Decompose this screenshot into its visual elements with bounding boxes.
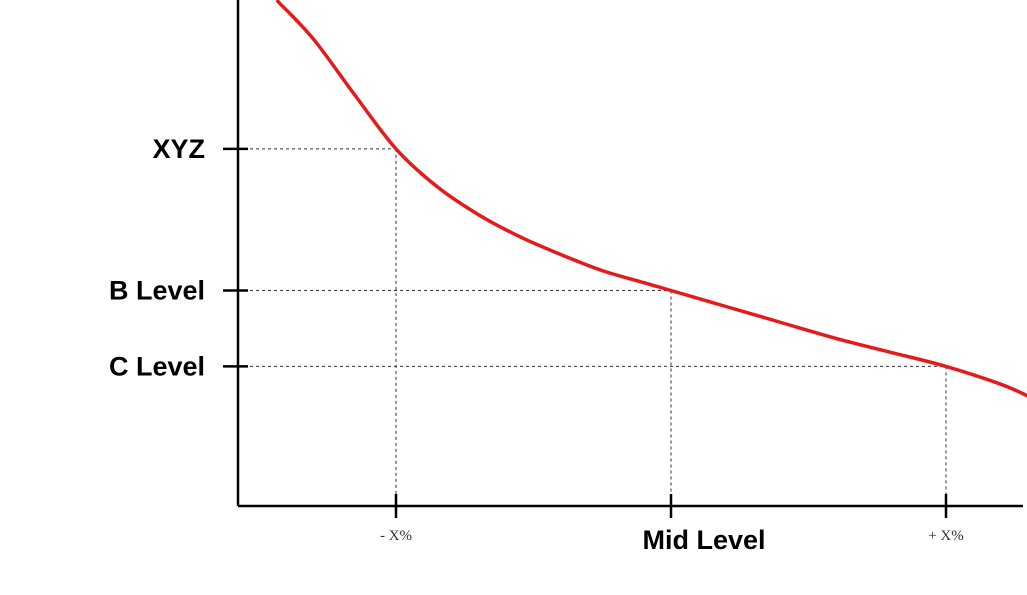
series-layer xyxy=(276,0,1027,398)
guide-lines xyxy=(238,148,947,506)
x-tick-label-0: - X% xyxy=(380,528,412,544)
series-line-0 xyxy=(276,0,1027,398)
tick-labels: XYZ B Level C Level - X% Mid Level + X% xyxy=(109,134,964,555)
y-tick-label-1: B Level xyxy=(109,276,205,306)
axes xyxy=(236,0,1023,508)
x-tick-label-2: + X% xyxy=(928,528,964,544)
tick-marks xyxy=(223,147,948,518)
x-tick-label-1: Mid Level xyxy=(642,525,765,555)
y-tick-label-2: C Level xyxy=(109,351,205,381)
y-tick-label-0: XYZ xyxy=(152,134,205,164)
